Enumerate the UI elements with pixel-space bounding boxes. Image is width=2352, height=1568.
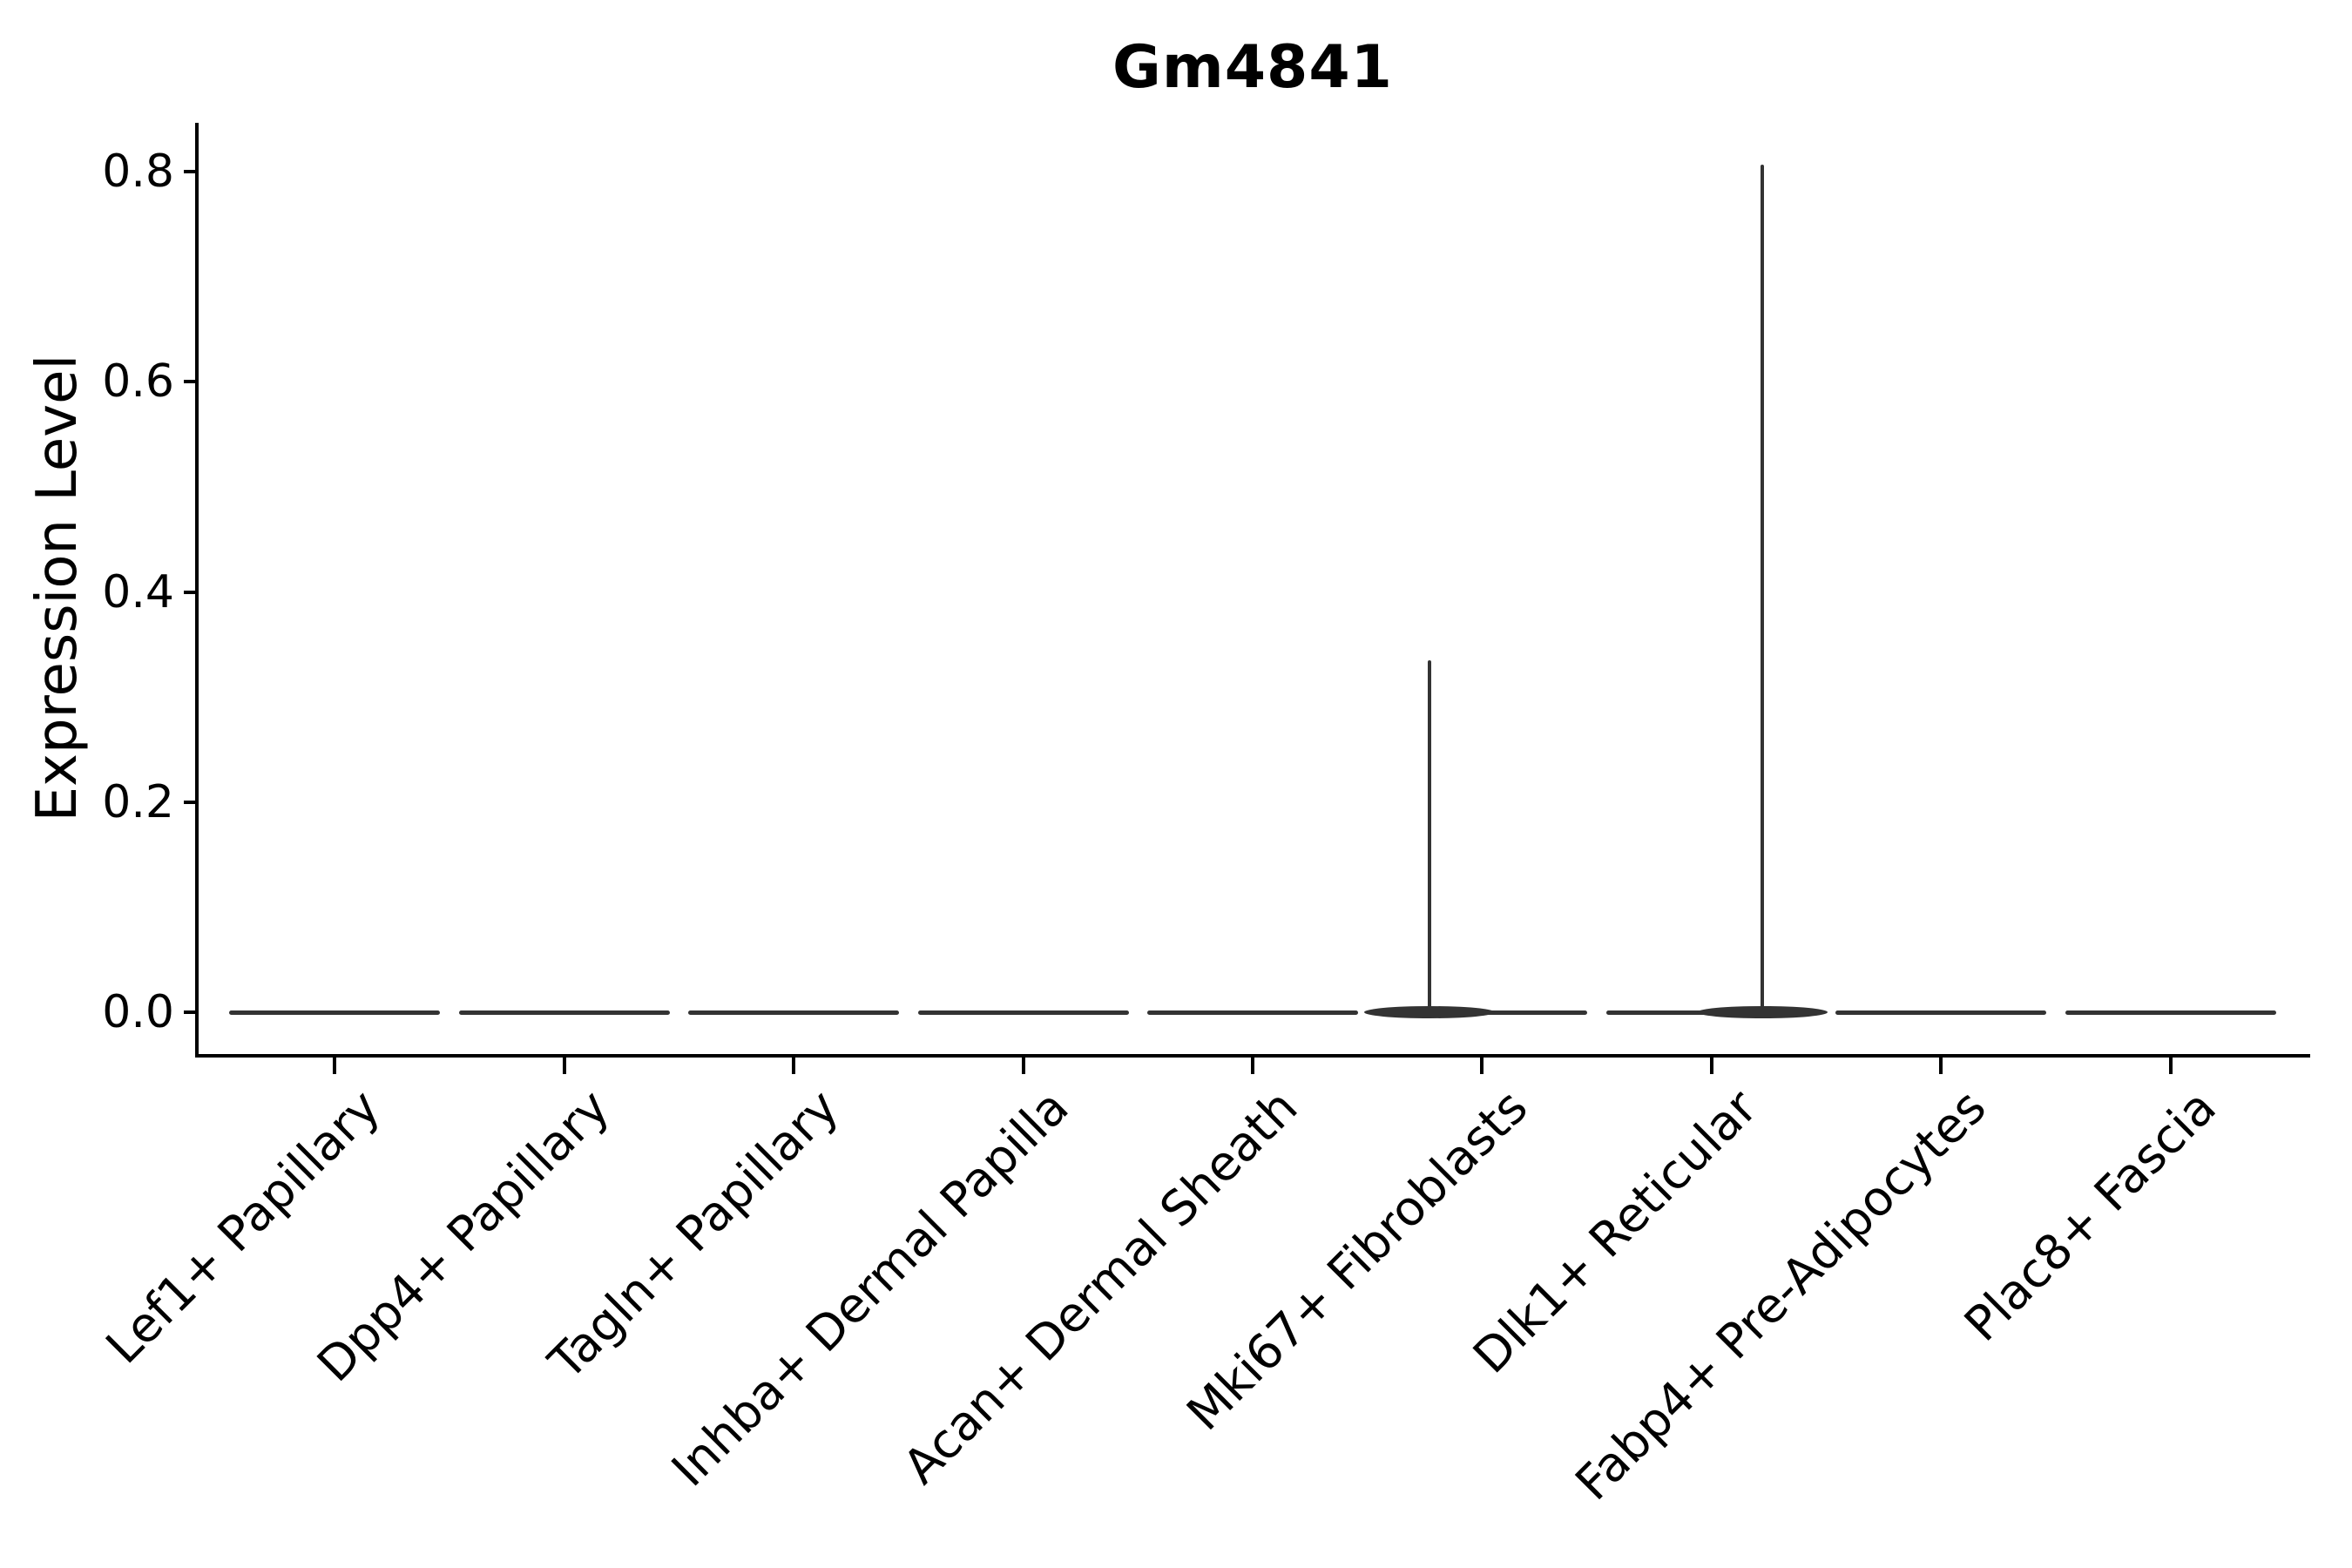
x-tick-mark bbox=[1021, 1058, 1025, 1074]
x-tick-label: Inhba+ Dermal Papilla bbox=[660, 1078, 1079, 1497]
violin-body bbox=[917, 1010, 1129, 1015]
x-tick-mark bbox=[1709, 1058, 1713, 1074]
y-tick-mark bbox=[184, 590, 197, 594]
x-tick-label: Acan+ Dermal Sheath bbox=[892, 1078, 1308, 1495]
violin-body bbox=[1147, 1010, 1358, 1015]
x-tick-mark bbox=[2168, 1058, 2173, 1074]
violin-spike bbox=[1760, 164, 1764, 1015]
x-axis-spine bbox=[195, 1054, 2310, 1058]
chart-title: Gm4841 bbox=[1112, 33, 1393, 102]
y-axis-spine bbox=[195, 123, 199, 1058]
x-tick-label: Fabp4+ Pre-Adipocytes bbox=[1565, 1078, 1997, 1511]
x-tick-mark bbox=[562, 1058, 566, 1074]
violin-body bbox=[688, 1010, 900, 1015]
violin-body bbox=[1835, 1010, 2047, 1015]
violin-body bbox=[2065, 1010, 2276, 1015]
x-tick-mark bbox=[1939, 1058, 1943, 1074]
x-tick-mark bbox=[333, 1058, 337, 1074]
violin-spike bbox=[1428, 659, 1432, 1015]
violin-body bbox=[229, 1010, 441, 1015]
y-tick-mark bbox=[184, 1010, 197, 1014]
y-tick-label: 0.0 bbox=[102, 986, 174, 1038]
x-tick-mark bbox=[1480, 1058, 1484, 1074]
y-tick-label: 0.6 bbox=[102, 355, 174, 409]
y-tick-mark bbox=[184, 380, 197, 384]
violin-body bbox=[458, 1010, 670, 1015]
y-tick-label: 0.4 bbox=[102, 565, 174, 618]
x-tick-mark bbox=[1251, 1058, 1254, 1074]
x-tick-label: Plac8+ Fascia bbox=[1953, 1078, 2227, 1352]
y-tick-label: 0.8 bbox=[102, 145, 174, 198]
y-tick-mark bbox=[184, 800, 197, 804]
x-tick-mark bbox=[792, 1058, 796, 1074]
y-tick-label: 0.2 bbox=[102, 775, 174, 828]
y-tick-mark bbox=[184, 170, 197, 173]
